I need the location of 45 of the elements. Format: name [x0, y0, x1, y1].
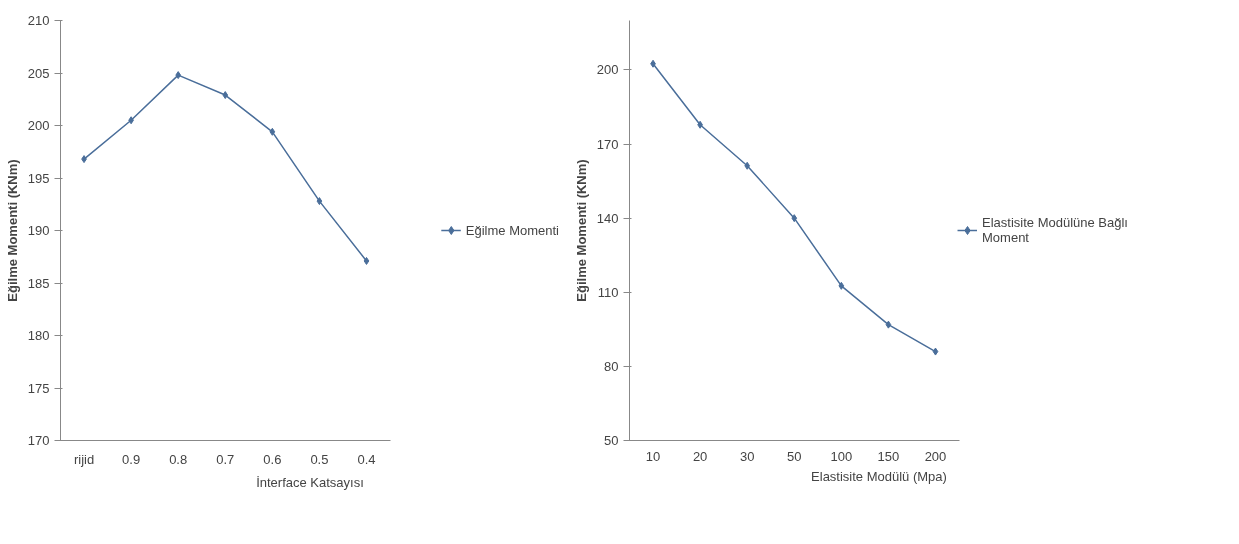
point: [885, 320, 892, 329]
x-tick-label: 0.4: [357, 451, 376, 467]
legend-label: Eğilme Momenti: [465, 222, 559, 238]
y-tick-label: 170: [596, 136, 619, 152]
y-tick-label: 190: [27, 223, 50, 238]
x-axis-title: Elastisite Modülü (Mpa): [811, 468, 947, 484]
point: [175, 71, 182, 80]
y-tick-label: 185: [27, 275, 50, 291]
y-axis-title: Eğilme Momenti (KNm): [4, 159, 20, 302]
y-tick-label: 80: [604, 358, 619, 374]
point: [791, 214, 798, 223]
x-axis-title: İnterface Katsayısı: [256, 474, 364, 490]
y-tick-label: 110: [597, 284, 619, 300]
x-tick-label: 0.6: [263, 451, 282, 467]
x-tick-label: 0.8: [169, 451, 188, 467]
point: [838, 281, 845, 290]
y-tick-label: 50: [604, 433, 619, 448]
legend-label: Elastisite Modülüne Bağlı Moment: [982, 215, 1128, 245]
x-tick-label: 100: [830, 448, 853, 464]
point: [269, 127, 276, 136]
y-tick-label: 175: [27, 380, 50, 396]
y-tick-label: 195: [27, 170, 50, 186]
point: [363, 256, 370, 265]
x-tick-label: 150: [877, 448, 900, 464]
x-tick-label: 200: [924, 448, 947, 464]
x-tick-label: 0.5: [310, 451, 329, 467]
y-tick-label: 200: [596, 62, 619, 78]
x-tick-label: 50: [787, 448, 802, 464]
x-tick-label: 20: [692, 448, 708, 464]
y-axis-title: Eğilme Momenti (KNm): [573, 159, 589, 302]
point: [744, 161, 751, 170]
point: [222, 91, 229, 100]
point: [316, 197, 323, 206]
x-tick-label: 30: [739, 448, 755, 464]
x-tick-label: 0.9: [122, 451, 141, 467]
y-tick-label: 205: [27, 65, 50, 81]
y-tick-label: 140: [596, 210, 619, 226]
x-tick-label: 10: [645, 448, 661, 464]
x-tick-label: rijid: [73, 451, 95, 467]
point: [932, 347, 939, 356]
y-tick-label: 180: [27, 328, 50, 343]
y-tick-label: 210: [27, 13, 50, 28]
y-tick-label: 170: [27, 433, 50, 448]
y-tick-label: 200: [27, 118, 50, 133]
x-tick-label: 0.7: [216, 451, 235, 467]
